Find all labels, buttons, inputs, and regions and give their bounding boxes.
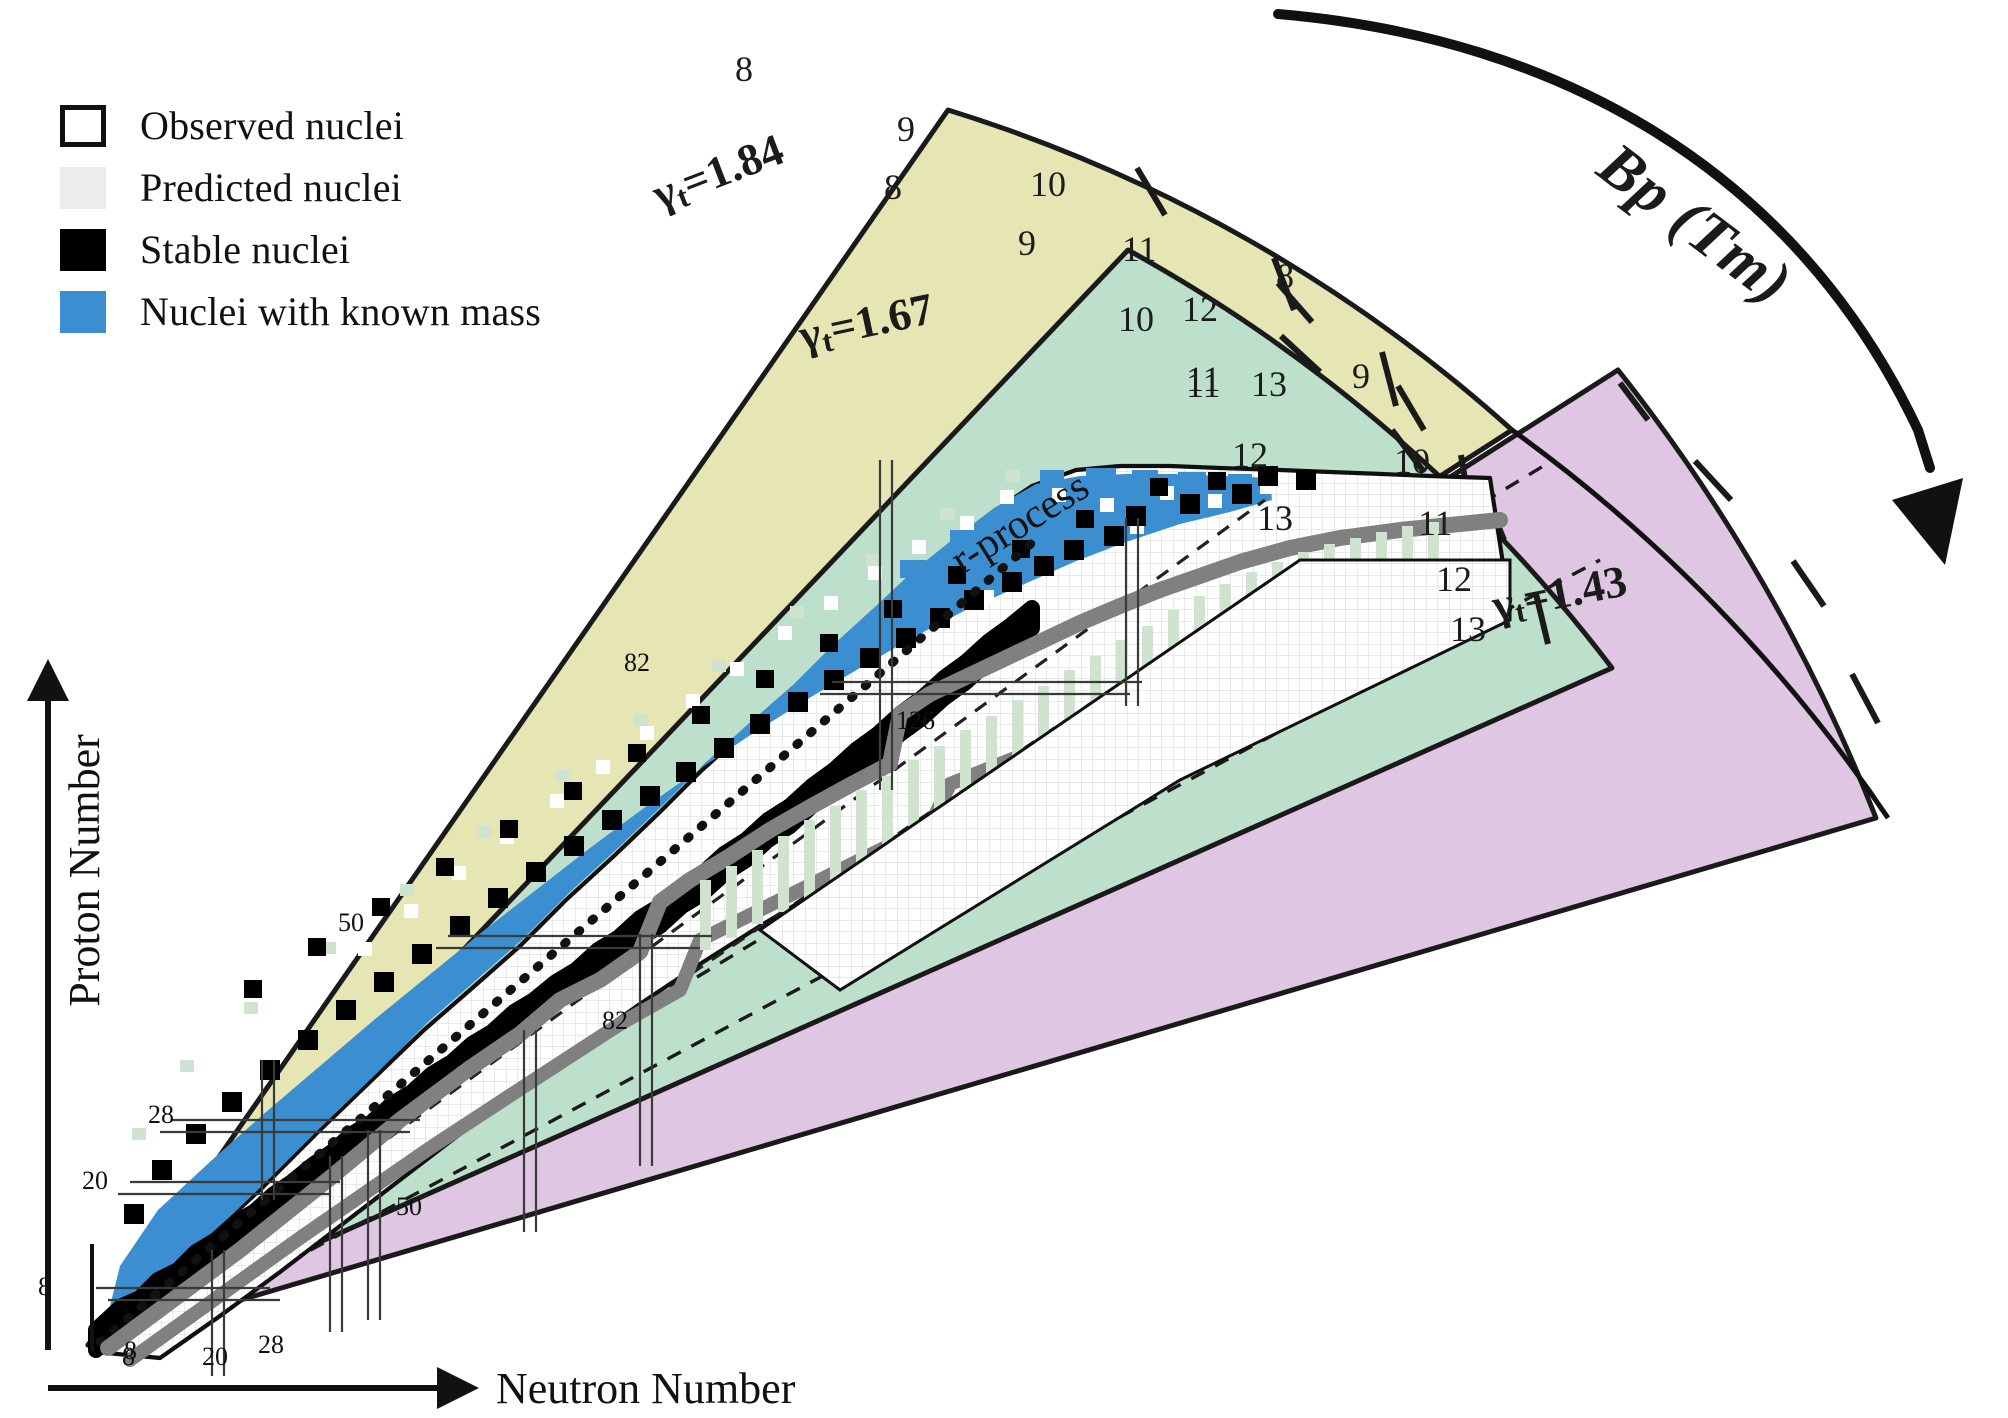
tick-label-143-8: 8 — [1276, 256, 1294, 296]
tick-label-inner-13: 13 — [1251, 364, 1287, 404]
y-axis-label: Proton Number — [59, 734, 109, 1007]
predicted-nuclei-swatch — [60, 167, 106, 209]
tick-label-167-9: 9 — [1018, 223, 1036, 263]
tick-label-167-11: 11 — [1186, 359, 1221, 399]
stable-nuclei-squares — [124, 466, 1316, 1224]
magic-label-neutron-20: 20 — [202, 1342, 228, 1371]
tick-label-184-12: 12 — [1182, 289, 1218, 329]
magic-label-proton-50: 50 — [338, 908, 364, 937]
predicted-nuclei-patches — [132, 470, 1020, 1140]
tick-label-143-13: 13 — [1450, 609, 1486, 649]
known-mass-swatch — [60, 291, 106, 333]
legend-label-stable: Stable nuclei — [140, 227, 351, 272]
tick-label-184-11: 11 — [1122, 229, 1157, 269]
tick-label-inner-11: 11 — [1186, 365, 1221, 405]
r-process-path — [100, 512, 1508, 1356]
x-axis-tick-8: 8 — [122, 1342, 135, 1371]
legend-item-observed: Observed nuclei — [60, 95, 720, 157]
magic-label-proton-28: 28 — [148, 1100, 174, 1129]
tick-label-167-12: 12 — [1232, 435, 1268, 475]
legend-item-known-mass: Nuclei with known mass — [60, 281, 720, 343]
proton-drip-line — [95, 531, 1045, 1347]
stable-nuclei-swatch — [60, 229, 106, 271]
tick-label-143-10: 10 — [1394, 441, 1430, 481]
tick-label-184-10: 10 — [1030, 164, 1066, 204]
legend: Observed nuclei Predicted nuclei Stable … — [60, 95, 720, 343]
tick-label-167-8: 8 — [884, 167, 902, 207]
legend-item-stable: Stable nuclei — [60, 219, 720, 281]
tick-label-143-9: 9 — [1352, 356, 1370, 396]
nuclide-chart-body — [88, 460, 1513, 1376]
magic-number-lines — [96, 460, 1142, 1376]
magic-label-neutron-8: 8 — [124, 1336, 137, 1365]
legend-label-predicted: Predicted nuclei — [140, 165, 402, 210]
tick-label-143-12: 12 — [1436, 559, 1472, 599]
observed-nuclei-swatch — [60, 105, 106, 147]
magic-label-neutron-28: 28 — [258, 1330, 284, 1359]
tick-label-167-13: 13 — [1257, 498, 1293, 538]
known-mass-edge-detail — [900, 468, 1252, 578]
magic-label-proton-82: 82 — [624, 648, 650, 677]
ticks-wedge-143 — [1617, 381, 1881, 725]
legend-label-observed: Observed nuclei — [140, 103, 405, 148]
magic-label-proton-20: 20 — [82, 1166, 108, 1195]
ticks-wedge-184-inner — [1278, 333, 1427, 474]
bp-arrow — [1273, 9, 1963, 565]
tick-label-143-11: 11 — [1418, 503, 1453, 543]
outer-reference-arc — [1510, 427, 1891, 820]
tick-label-184-9: 9 — [897, 109, 915, 149]
tick-label-167-10: 10 — [1118, 299, 1154, 339]
magic-label-neutron-82: 82 — [602, 1006, 628, 1035]
magic-label-neutron-126: 126 — [896, 706, 935, 735]
magic-label-proton-8: 8 — [38, 1272, 51, 1301]
tick-label-184-8: 8 — [735, 49, 753, 89]
legend-item-predicted: Predicted nuclei — [60, 157, 720, 219]
x-axis-label: Neutron Number — [496, 1364, 796, 1413]
magic-label-neutron-50: 50 — [396, 1192, 422, 1221]
legend-label-known-mass: Nuclei with known mass — [140, 289, 542, 334]
observed-grid-block — [757, 558, 1512, 992]
